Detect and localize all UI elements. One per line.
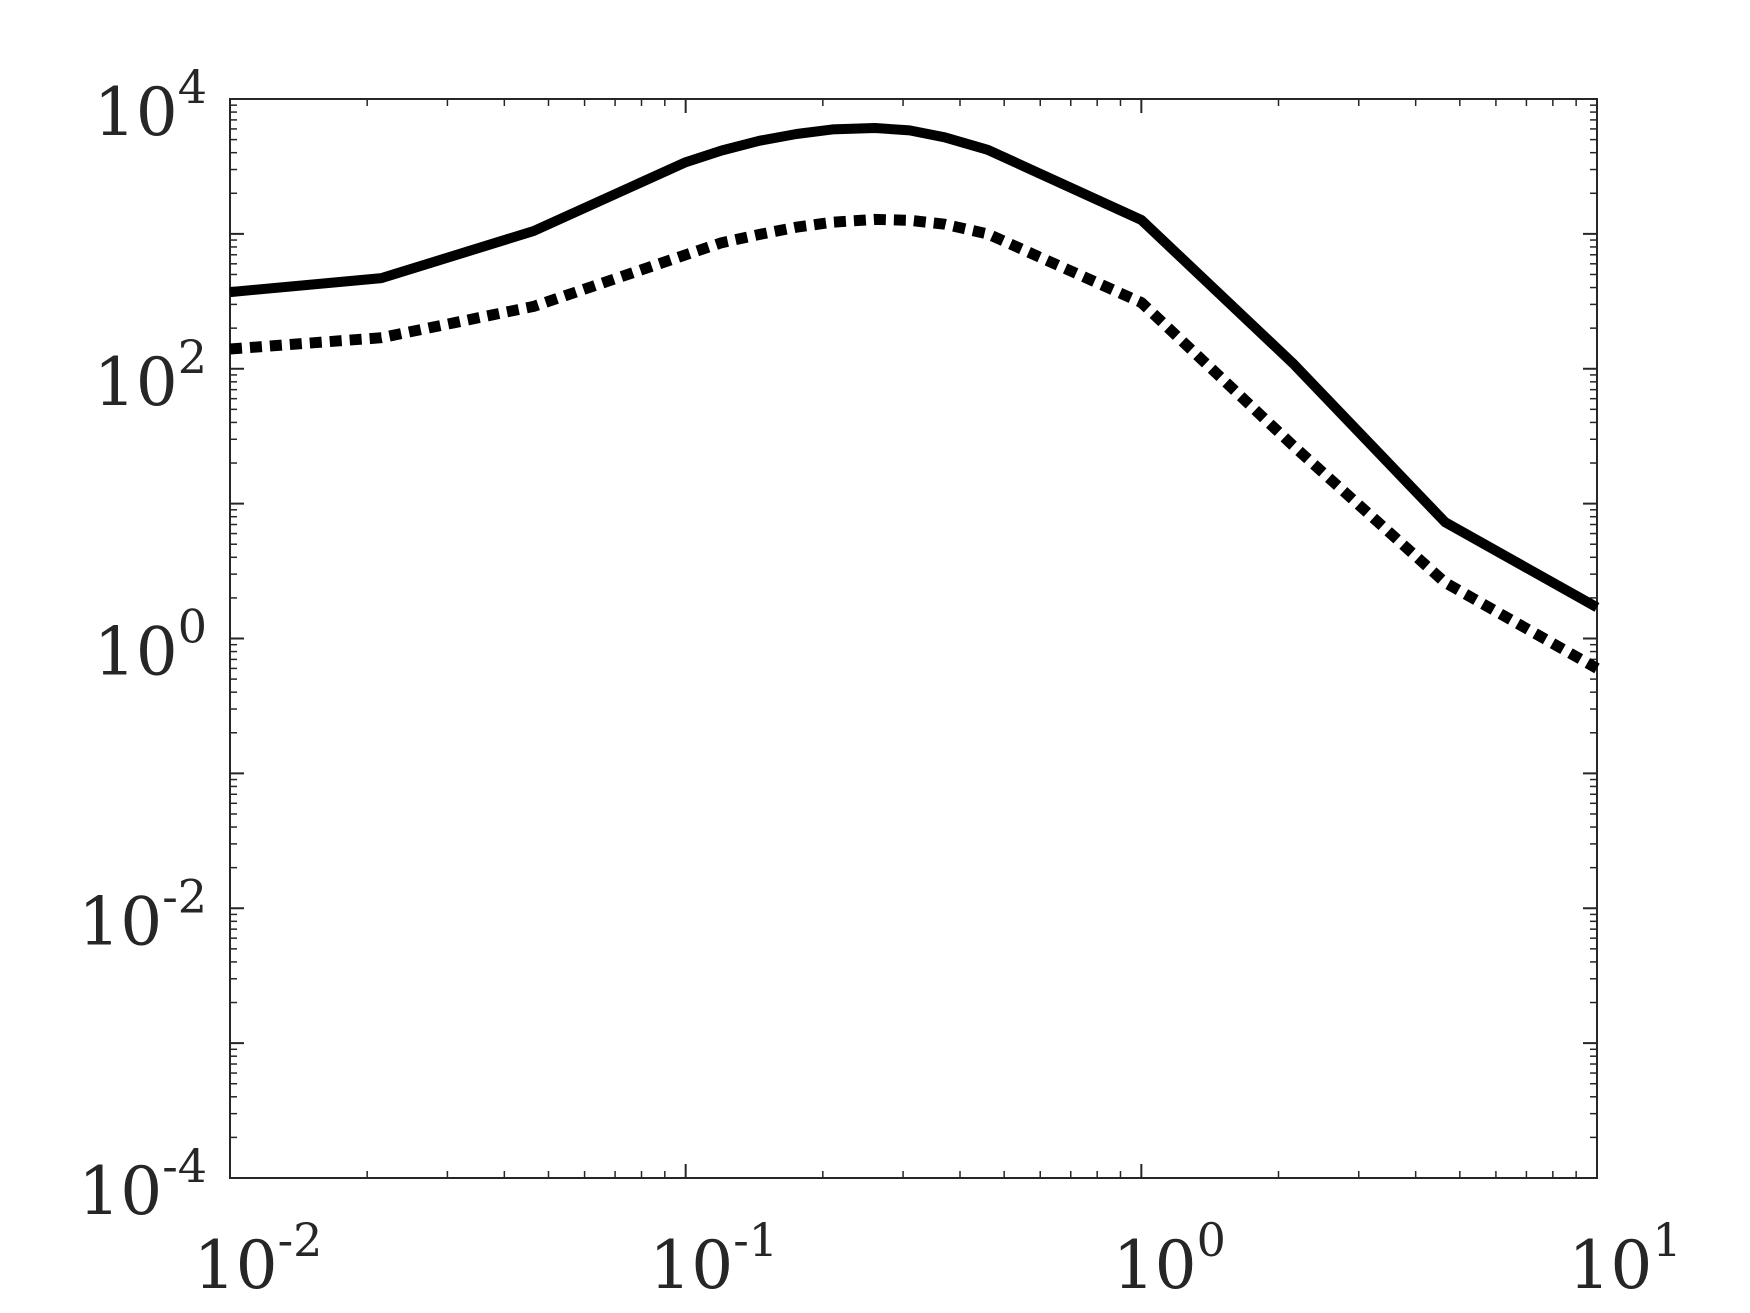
x-tick-label: 100 (1113, 1213, 1226, 1304)
y-tick-label: 102 (94, 330, 207, 421)
x-tick-label: 10-1 (649, 1213, 778, 1304)
y-tick-label: 100 (94, 600, 207, 691)
y-tick-label: 104 (94, 60, 207, 151)
y-tick-label: 10-2 (78, 869, 207, 960)
series-line-dotted (229, 213, 1600, 674)
x-tick-label: 10-2 (194, 1213, 323, 1304)
series-line-solid (229, 123, 1600, 612)
x-tick-label: 101 (1568, 1213, 1681, 1304)
y-tick-label: 10-4 (78, 1139, 207, 1230)
